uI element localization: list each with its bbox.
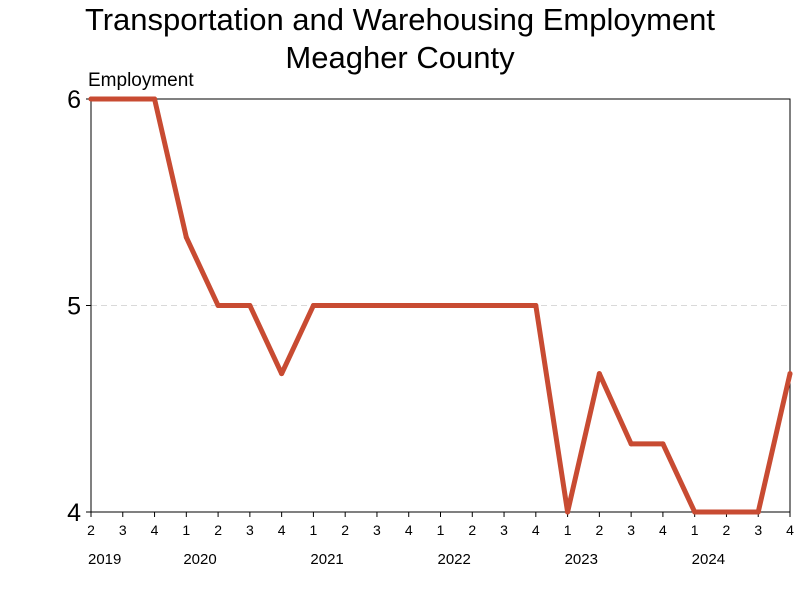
x-tick-label: 2 — [468, 522, 476, 538]
data-point — [723, 509, 729, 515]
x-tick-label: 3 — [373, 522, 381, 538]
x-tick-label: 4 — [405, 522, 413, 538]
x-tick-label: 2 — [341, 522, 349, 538]
x-tick-label: 1 — [691, 522, 699, 538]
data-point — [279, 371, 285, 377]
x-tick-label: 4 — [278, 522, 286, 538]
data-point — [501, 303, 507, 308]
data-point — [342, 303, 348, 308]
x-tick-label: 4 — [786, 522, 794, 538]
data-point — [310, 303, 316, 308]
x-tick-label: 4 — [151, 522, 159, 538]
year-label: 2021 — [310, 551, 343, 568]
y-tick-label: 5 — [67, 293, 81, 321]
data-point — [533, 303, 539, 308]
x-tick-label: 3 — [627, 522, 635, 538]
chart-subtitle: Meagher County — [285, 40, 515, 75]
x-tick-label: 2 — [723, 522, 731, 538]
data-point — [120, 96, 126, 102]
x-tick-label: 1 — [437, 522, 445, 538]
data-point — [183, 234, 189, 240]
year-label: 2023 — [565, 551, 598, 568]
x-tick-label: 4 — [659, 522, 667, 538]
x-tick-label: 2 — [214, 522, 222, 538]
x-tick-label: 4 — [532, 522, 540, 538]
x-tick-label: 3 — [754, 522, 762, 538]
x-tick-label: 1 — [564, 522, 572, 538]
x-tick-label: 3 — [246, 522, 254, 538]
year-label: 2022 — [438, 551, 471, 568]
data-point — [88, 96, 94, 102]
data-point — [787, 371, 793, 377]
year-label: 2020 — [183, 551, 216, 568]
year-label: 2019 — [88, 551, 121, 568]
x-tick-label: 3 — [500, 522, 508, 538]
data-point — [565, 509, 571, 515]
year-label: 2024 — [692, 551, 725, 568]
data-point — [374, 303, 380, 308]
data-point — [152, 96, 158, 102]
y-tick-label: 6 — [67, 86, 81, 114]
chart-title: Transportation and Warehousing Employmen… — [85, 2, 715, 37]
data-point — [596, 371, 602, 377]
data-point — [660, 441, 666, 447]
x-tick-label: 3 — [119, 522, 127, 538]
y-tick-label: 4 — [67, 499, 81, 527]
data-point — [755, 509, 761, 515]
data-point — [692, 509, 698, 515]
x-tick-label: 1 — [310, 522, 318, 538]
data-point — [406, 303, 412, 308]
x-tick-label: 1 — [182, 522, 190, 538]
x-tick-label: 2 — [87, 522, 95, 538]
x-tick-label: 2 — [595, 522, 603, 538]
data-point — [215, 303, 221, 308]
data-point — [469, 303, 475, 308]
data-point — [438, 303, 443, 308]
data-point — [247, 303, 253, 308]
data-point — [628, 441, 634, 447]
y-axis-label: Employment — [88, 70, 194, 91]
